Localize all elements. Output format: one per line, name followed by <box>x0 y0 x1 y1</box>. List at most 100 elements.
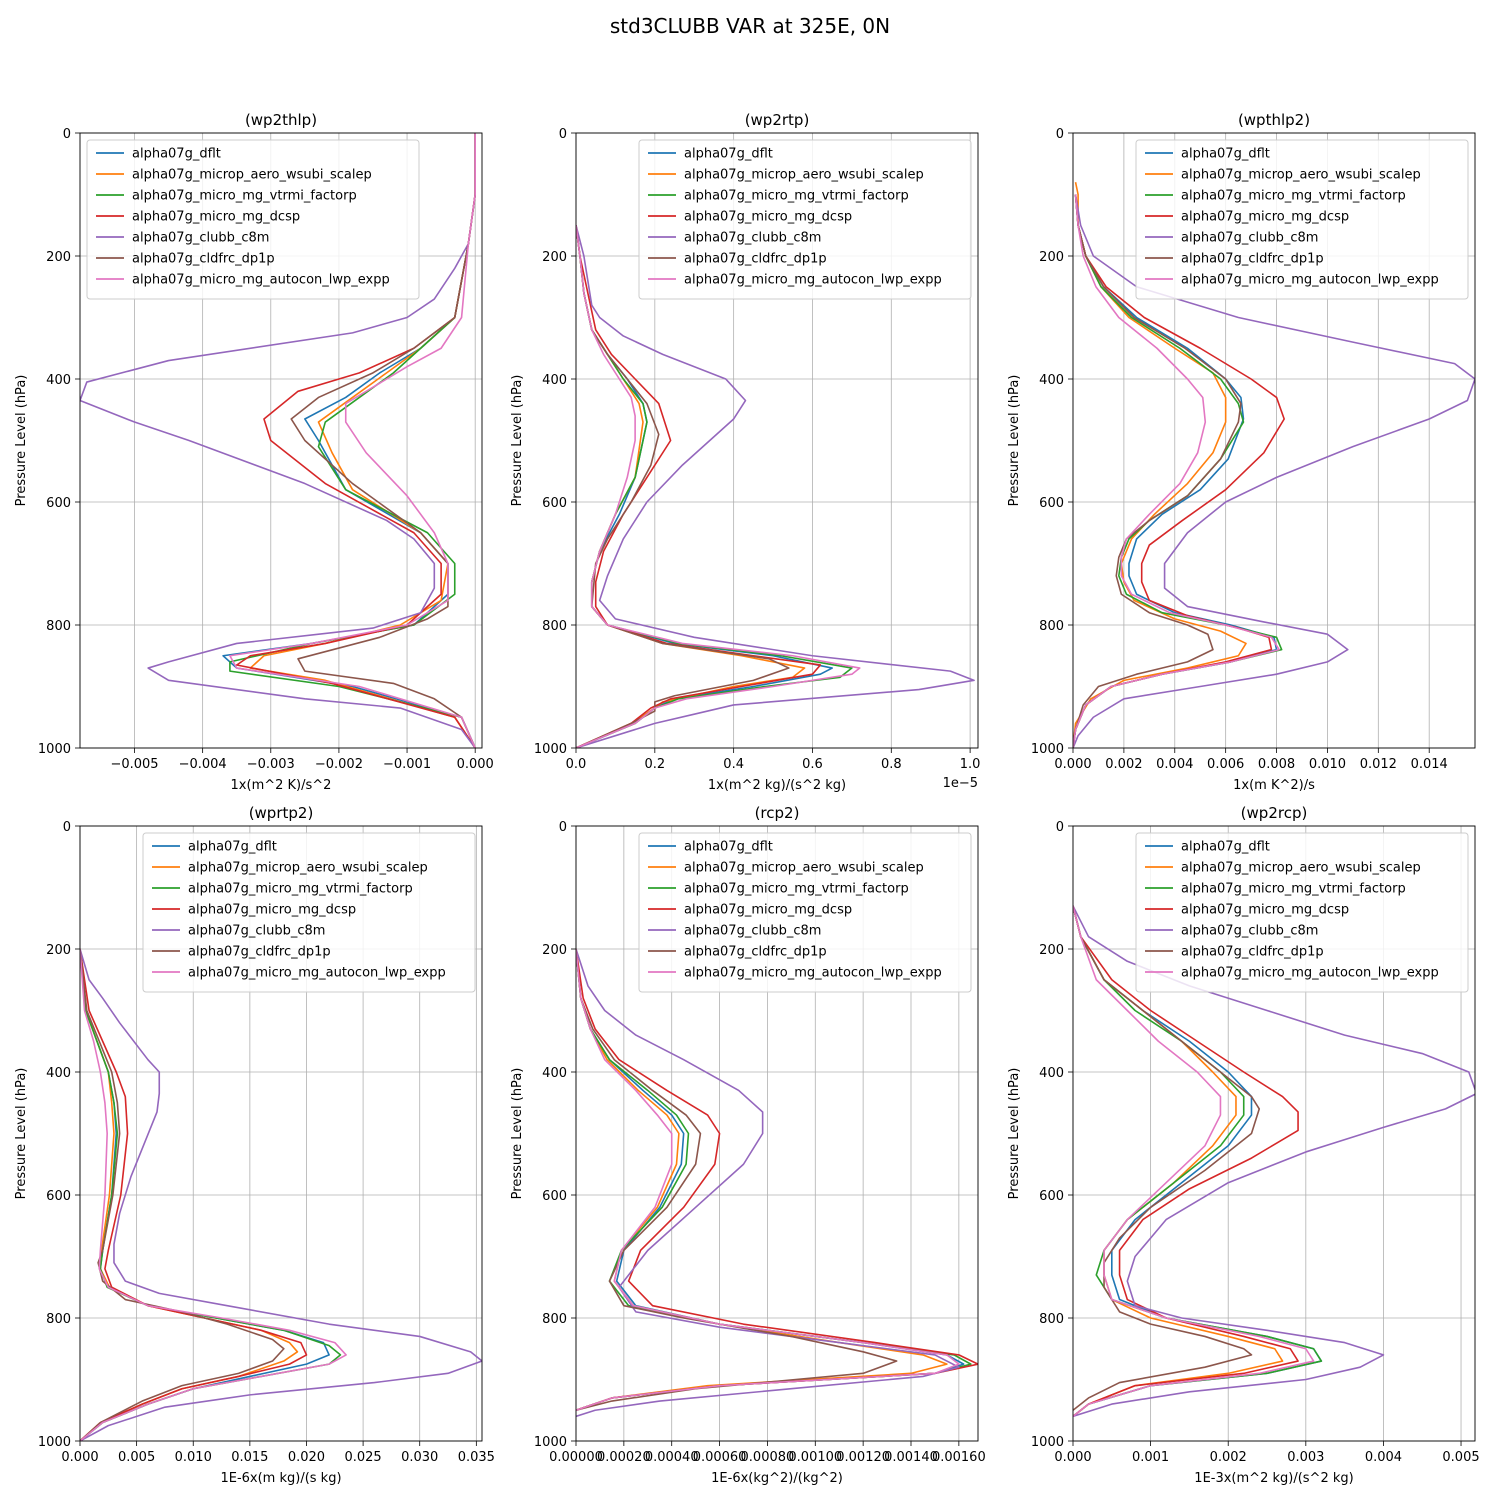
legend: alpha07g_dflt alpha07g_microp_aero_wsubi_… <box>638 139 972 300</box>
legend-entry: alpha07g_cldfrc_dp1p <box>684 945 827 960</box>
y-axis-label: Pressure Level (hPa) <box>1007 375 1022 507</box>
legend-box <box>638 139 972 300</box>
y-axis-label: Pressure Level (hPa) <box>14 1068 29 1200</box>
x-tick-label: 0.000 <box>61 1450 98 1465</box>
chart-panel-5: 0.000000.000200.000400.000600.000800.001… <box>510 804 986 1486</box>
series-lines <box>576 225 975 748</box>
x-tick-label: 0.00060 <box>693 1450 747 1465</box>
series-line-alpha07g-cldfrc-dp1p <box>1073 905 1261 1411</box>
series-line-alpha07g-micro-mg-dcsp <box>576 948 978 1412</box>
legend: alpha07g_dflt alpha07g_microp_aero_wsubi_… <box>1135 832 1469 993</box>
y-tick-label: 200 <box>1039 943 1064 958</box>
x-tick-label: 0.005 <box>1442 1450 1479 1465</box>
x-tick-label: 0.030 <box>401 1450 438 1465</box>
y-tick-label: 600 <box>542 496 567 511</box>
x-tick-label: 0.00120 <box>836 1450 890 1465</box>
plot-frame <box>575 825 979 1442</box>
x-tick-label: 0.014 <box>1411 757 1448 772</box>
y-tick-label: 600 <box>46 1189 71 1204</box>
legend-entry: alpha07g_microp_aero_wsubi_scalep <box>1181 861 1421 876</box>
legend-entry: alpha07g_clubb_c8m <box>132 231 269 246</box>
x-tick-label: 0.006 <box>1207 757 1244 772</box>
legend-entry: alpha07g_dflt <box>684 840 773 855</box>
legend-entry: alpha07g_micro_mg_vtrmi_factorp <box>684 882 909 897</box>
subplot-title: (wp2thlp) <box>245 111 317 129</box>
subplot-title: (wpthlp2) <box>1238 111 1310 129</box>
series-line-alpha07g-micro-mg-autocon-lwp-expp <box>1073 905 1315 1418</box>
x-tick-label: 0.005 <box>118 1450 155 1465</box>
y-tick-label: 800 <box>1039 1312 1064 1327</box>
legend-entry: alpha07g_microp_aero_wsubi_scalep <box>1181 168 1421 183</box>
x-tick-label: 0.6 <box>802 757 823 772</box>
series-line-alpha07g-microp-aero-wsubi-scalep <box>576 948 948 1412</box>
series-line-alpha07g-dflt <box>576 948 965 1412</box>
legend-entry: alpha07g_clubb_c8m <box>684 924 821 939</box>
x-axis-label: 1x(m^2 K)/s^2 <box>231 778 332 793</box>
y-tick-label: 1000 <box>534 1435 567 1450</box>
series-line-alpha07g-cldfrc-dp1p <box>290 133 476 748</box>
x-axis-label: 1E-6x(m kg)/(s kg) <box>220 1471 341 1486</box>
figure-title: std3CLUBB VAR at 325E, 0N <box>609 14 891 38</box>
y-tick-label: 800 <box>46 1312 71 1327</box>
y-tick-label: 800 <box>1039 619 1064 634</box>
legend-entry: alpha07g_dflt <box>1181 840 1270 855</box>
x-tick-label: 0.025 <box>344 1450 381 1465</box>
chart-panel-3: 0.000 0.002 0.004 0.006 0.008 0.010 0.012 0.014… <box>1007 111 1476 793</box>
x-tick-label: 0.010 <box>1309 757 1346 772</box>
y-tick-label: 0 <box>1056 127 1064 142</box>
y-tick-label: 200 <box>1039 250 1064 265</box>
x-tick-label: 0.00100 <box>788 1450 842 1465</box>
y-tick-label: 800 <box>46 619 71 634</box>
legend-entry: alpha07g_micro_mg_vtrmi_factorp <box>684 189 909 204</box>
y-tick-label: 600 <box>46 496 71 511</box>
legend-entry: alpha07g_clubb_c8m <box>684 231 821 246</box>
legend: alpha07g_dflt alpha07g_microp_aero_wsubi_… <box>638 832 972 993</box>
legend-box <box>638 832 972 993</box>
y-tick-label: 1000 <box>534 742 567 757</box>
plot-frame <box>79 825 483 1442</box>
legend-entry: alpha07g_dflt <box>684 147 773 162</box>
x-tick-label: 0.00140 <box>884 1450 938 1465</box>
legend-entry: alpha07g_micro_mg_vtrmi_factorp <box>1181 882 1406 897</box>
subplot-title: (rcp2) <box>755 804 800 822</box>
y-tick-label: 400 <box>46 1066 71 1081</box>
y-tick-label: 1000 <box>1031 742 1064 757</box>
legend-entry: alpha07g_cldfrc_dp1p <box>132 252 275 267</box>
legend: alpha07g_dflt alpha07g_microp_aero_wsubi_… <box>142 832 476 993</box>
x-tick-label: −0.004 <box>179 757 227 772</box>
y-tick-label: 200 <box>46 250 71 265</box>
chart-panel-6: 0.000 0.001 0.002 0.003 0.004 0.005 0 200 400 600… <box>1007 804 1480 1486</box>
x-tick-label: −0.005 <box>110 757 158 772</box>
x-offset-label: 1e−5 <box>943 776 978 791</box>
series-line-alpha07g-clubb-c8m <box>80 133 476 748</box>
y-tick-label: 1000 <box>38 742 71 757</box>
series-line-alpha07g-micro-mg-vtrmi-factorp <box>576 225 853 748</box>
series-line-alpha07g-micro-mg-autocon-lwp-expp <box>1073 194 1280 748</box>
legend-entry: alpha07g_micro_mg_autocon_lwp_expp <box>1181 273 1439 288</box>
x-tick-label: 0.003 <box>1287 1450 1324 1465</box>
subplot-title: (wp2rcp) <box>1241 804 1308 822</box>
legend-entry: alpha07g_microp_aero_wsubi_scalep <box>132 168 372 183</box>
x-tick-label: 1.0 <box>960 757 981 772</box>
legend-box <box>142 832 476 993</box>
y-tick-label: 400 <box>1039 1066 1064 1081</box>
chart-panel-2: 0.0 0.2 0.4 0.6 0.8 1.0 0 200 400 600 800 1000 (wp2r… <box>510 111 980 793</box>
legend-entry: alpha07g_micro_mg_autocon_lwp_expp <box>132 273 390 288</box>
legend-entry: alpha07g_micro_mg_vtrmi_factorp <box>188 882 413 897</box>
x-tick-label: 0.001 <box>1132 1450 1169 1465</box>
series-line-alpha07g-micro-mg-autocon-lwp-expp <box>80 948 347 1441</box>
y-tick-label: 0 <box>559 820 567 835</box>
legend-box <box>1135 832 1469 993</box>
legend-entry: alpha07g_micro_mg_dcsp <box>1181 903 1349 918</box>
legend-entry: alpha07g_micro_mg_dcsp <box>188 903 356 918</box>
y-tick-label: 200 <box>542 943 567 958</box>
legend-entry: alpha07g_micro_mg_dcsp <box>1181 210 1349 225</box>
y-tick-label: 800 <box>542 1312 567 1327</box>
x-tick-label: 0.00000 <box>549 1450 603 1465</box>
x-tick-label: −0.003 <box>247 757 295 772</box>
y-tick-label: 0 <box>63 820 71 835</box>
y-tick-label: 600 <box>1039 496 1064 511</box>
series-line-alpha07g-dflt <box>576 225 833 748</box>
legend-entry: alpha07g_clubb_c8m <box>1181 924 1318 939</box>
